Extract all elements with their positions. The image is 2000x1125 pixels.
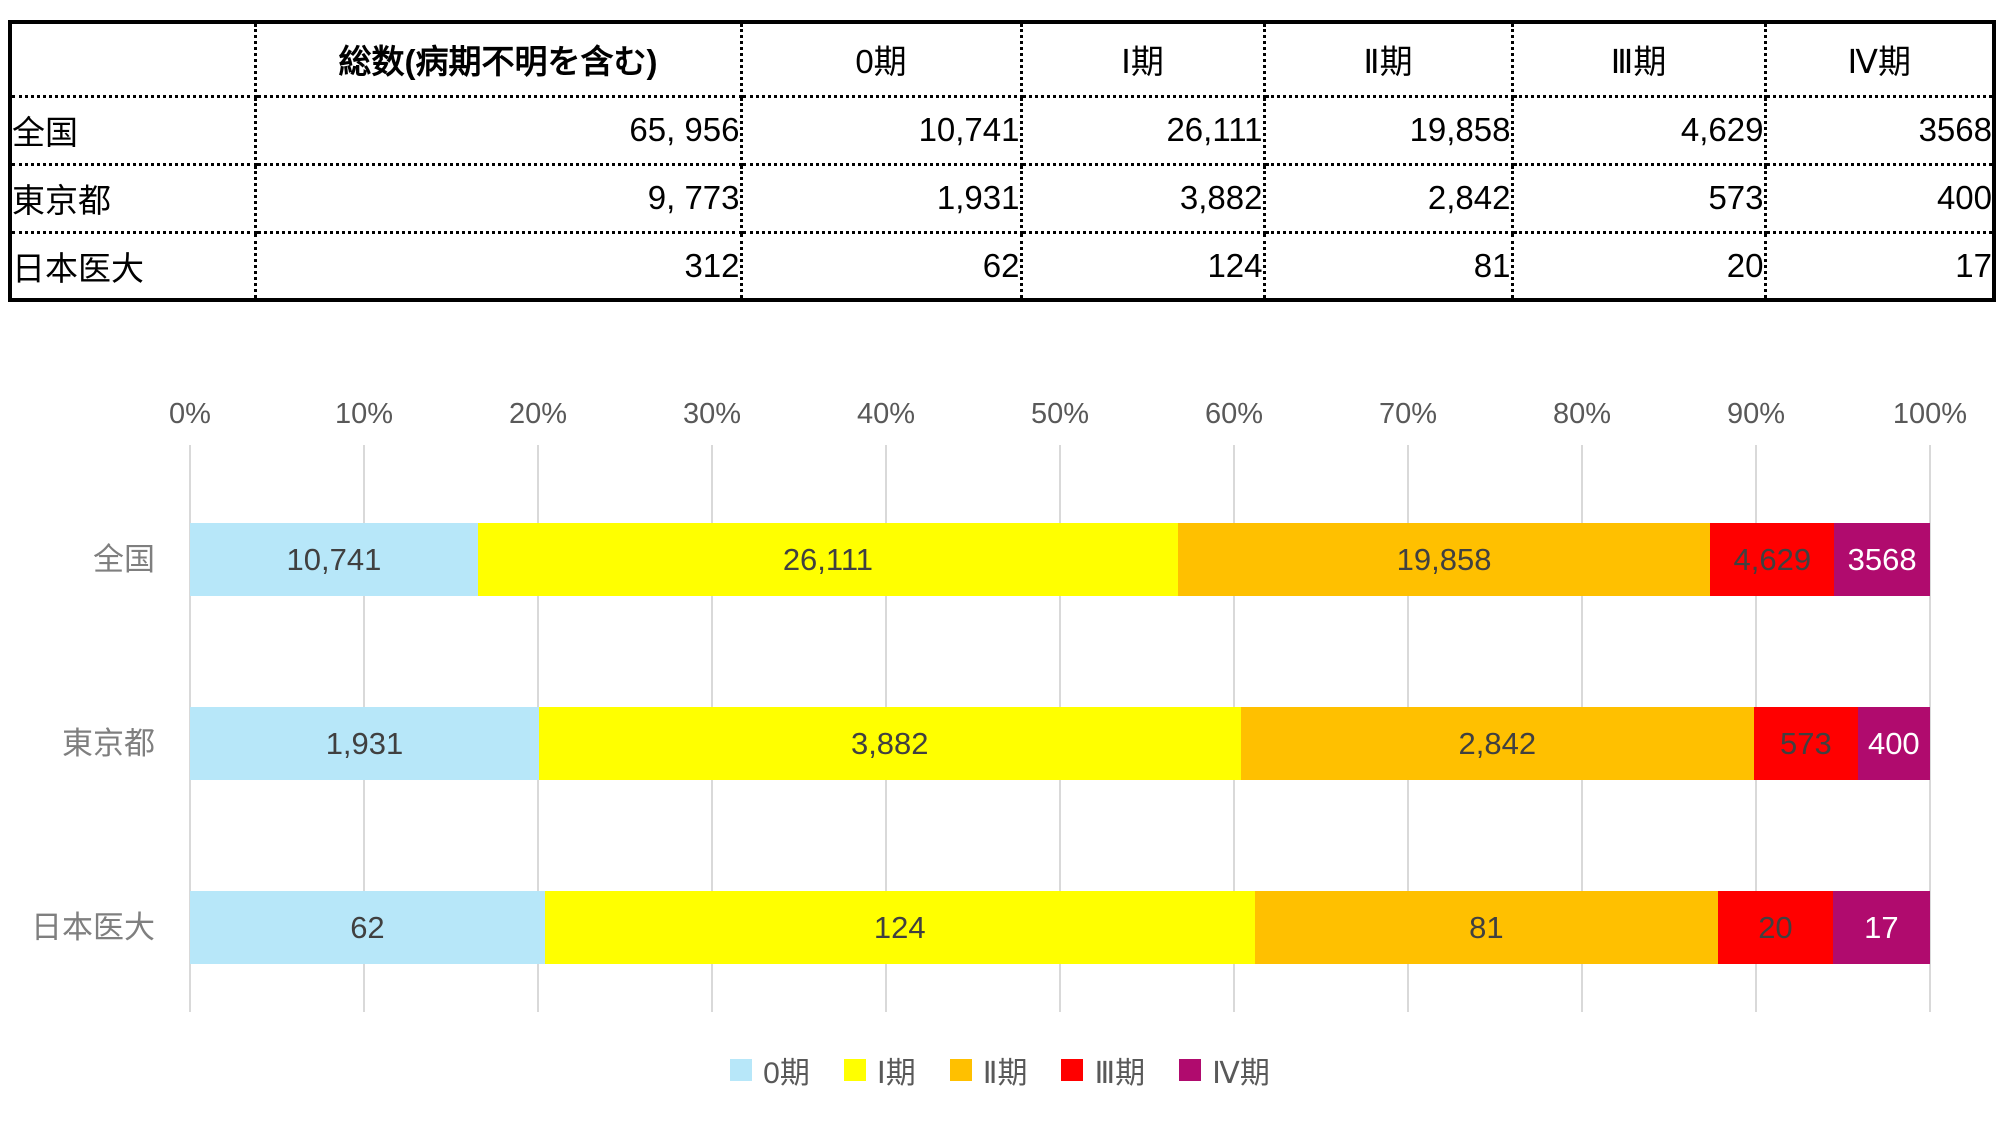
cell-value: 3568: [1763, 94, 1996, 166]
bar-segment-5: 17: [1832, 891, 1930, 964]
bar-segment-4: 573: [1754, 707, 1858, 780]
bar-segment-3: 19,858: [1177, 523, 1711, 596]
bar-segment-label: 400: [1867, 725, 1920, 761]
col-header: Ⅰ期: [1019, 20, 1266, 98]
bar-segment-4: 20: [1718, 891, 1833, 964]
bar-segment-1: 1,931: [190, 707, 539, 780]
cell-value: 19,858: [1262, 94, 1514, 166]
legend-swatch-icon: [1179, 1059, 1202, 1081]
axis-tick-label: 50%: [1030, 398, 1090, 430]
bar-segment-1: 10,741: [190, 523, 478, 596]
legend-swatch-icon: [730, 1059, 753, 1081]
cell-value: 312: [253, 230, 743, 302]
bar-segment-5: 3568: [1834, 523, 1930, 596]
col-header: Ⅱ期: [1262, 20, 1514, 98]
row-label: 東京都: [8, 162, 257, 234]
bar-segment-2: 3,882: [538, 707, 1241, 780]
bar-segment-2: 124: [544, 891, 1255, 964]
axis-tick-label: 70%: [1378, 398, 1438, 430]
bar-segment-label: 3568: [1847, 541, 1917, 577]
axis-tick-label: 80%: [1552, 398, 1612, 430]
legend-item: Ⅰ期: [843, 1048, 916, 1092]
axis-tick-label: 10%: [334, 398, 394, 430]
bar-segment-label: 62: [350, 909, 385, 945]
cell-value: 573: [1510, 162, 1767, 234]
category-label: 全国: [93, 541, 155, 577]
bar-segment-label: 26,111: [782, 541, 874, 577]
bar-segment-label: 573: [1780, 725, 1832, 761]
bar-segment-label: 124: [873, 909, 926, 945]
col-header: Ⅲ期: [1510, 20, 1767, 98]
cell-value: 20: [1510, 230, 1767, 302]
row-label: 日本医大: [8, 230, 257, 302]
bar-segment-label: 81: [1469, 909, 1504, 945]
legend-swatch-icon: [1061, 1059, 1084, 1081]
table-row: 日本医大 312 62 124 81 20 17: [8, 230, 1996, 302]
bar-segment-label: 10,741: [286, 541, 382, 577]
legend-label: Ⅱ期: [982, 1057, 1028, 1090]
bar-segment-5: 400: [1857, 707, 1930, 780]
table-header-row: 総数(病期不明を含む) 0期 Ⅰ期 Ⅱ期 Ⅲ期 Ⅳ期: [8, 20, 1996, 98]
cell-value: 4,629: [1510, 94, 1767, 166]
cell-value: 9, 773: [253, 162, 743, 234]
bar-segment-label: 4,629: [1733, 541, 1812, 577]
bar-segment-label: 20: [1758, 909, 1793, 945]
bar-segment-label: 1,931: [325, 725, 404, 761]
legend-label: Ⅳ期: [1212, 1057, 1270, 1090]
axis-tick-label: 60%: [1204, 398, 1264, 430]
axis-tick-label: 90%: [1726, 398, 1786, 430]
corner-cell: [8, 20, 257, 98]
cell-value: 62: [739, 230, 1023, 302]
bar-segment-label: 3,882: [850, 725, 929, 761]
bar-row: 62 124 81 20 17: [190, 891, 1930, 964]
axis-tick-label: 30%: [682, 398, 742, 430]
axis-tick-label: 20%: [508, 398, 568, 430]
legend-label: 0期: [763, 1057, 810, 1090]
bar-segment-label: 2,842: [1458, 725, 1537, 761]
bar-segment-label: 17: [1864, 909, 1899, 945]
legend-swatch-icon: [843, 1059, 866, 1081]
cell-value: 26,111: [1019, 94, 1266, 166]
cell-value: 3,882: [1019, 162, 1266, 234]
table-row: 東京都 9, 773 1,931 3,882 2,842 573 400: [8, 162, 1996, 234]
bar-segment-2: 26,111: [477, 523, 1178, 596]
legend-swatch-icon: [949, 1059, 972, 1081]
category-label: 東京都: [62, 725, 155, 761]
legend-label: Ⅰ期: [876, 1057, 916, 1090]
cell-value: 124: [1019, 230, 1266, 302]
legend-item: Ⅱ期: [949, 1048, 1028, 1092]
bar-segment-3: 81: [1254, 891, 1719, 964]
stage-data-table: 総数(病期不明を含む) 0期 Ⅰ期 Ⅱ期 Ⅲ期 Ⅳ期 全国 65, 956 10,741 26,…: [8, 20, 1996, 302]
col-header: Ⅳ期: [1763, 20, 1996, 98]
bar-segment-1: 62: [190, 891, 545, 964]
cell-value: 10,741: [739, 94, 1023, 166]
cell-value: 65, 956: [253, 94, 743, 166]
col-header: 総数(病期不明を含む): [253, 20, 743, 98]
category-label: 日本医大: [31, 909, 155, 945]
chart-legend: 0期 Ⅰ期 Ⅱ期 Ⅲ期 Ⅳ期: [0, 1048, 2000, 1092]
legend-item: 0期: [730, 1048, 810, 1092]
bar-segment-3: 2,842: [1240, 707, 1755, 780]
legend-item: Ⅲ期: [1061, 1048, 1145, 1092]
bar-row: 10,741 26,111 19,858 4,629 3568: [190, 523, 1930, 596]
cell-value: 2,842: [1262, 162, 1514, 234]
axis-tick-label: 40%: [856, 398, 916, 430]
axis-tick-label: 0%: [169, 398, 211, 430]
axis-tick-label: 100%: [1892, 398, 1968, 430]
bar-segment-4: 4,629: [1710, 523, 1835, 596]
bar-row: 1,931 3,882 2,842 573 400: [190, 707, 1930, 780]
bar-segment-label: 19,858: [1396, 541, 1492, 577]
gridline: [1929, 445, 1931, 1012]
col-header: 0期: [739, 20, 1023, 98]
legend-item: Ⅳ期: [1179, 1048, 1270, 1092]
row-label: 全国: [8, 94, 257, 166]
cell-value: 1,931: [739, 162, 1023, 234]
legend-label: Ⅲ期: [1094, 1057, 1146, 1090]
table-row: 全国 65, 956 10,741 26,111 19,858 4,629 3568: [8, 94, 1996, 166]
cell-value: 17: [1763, 230, 1996, 302]
cell-value: 81: [1262, 230, 1514, 302]
cell-value: 400: [1763, 162, 1996, 234]
